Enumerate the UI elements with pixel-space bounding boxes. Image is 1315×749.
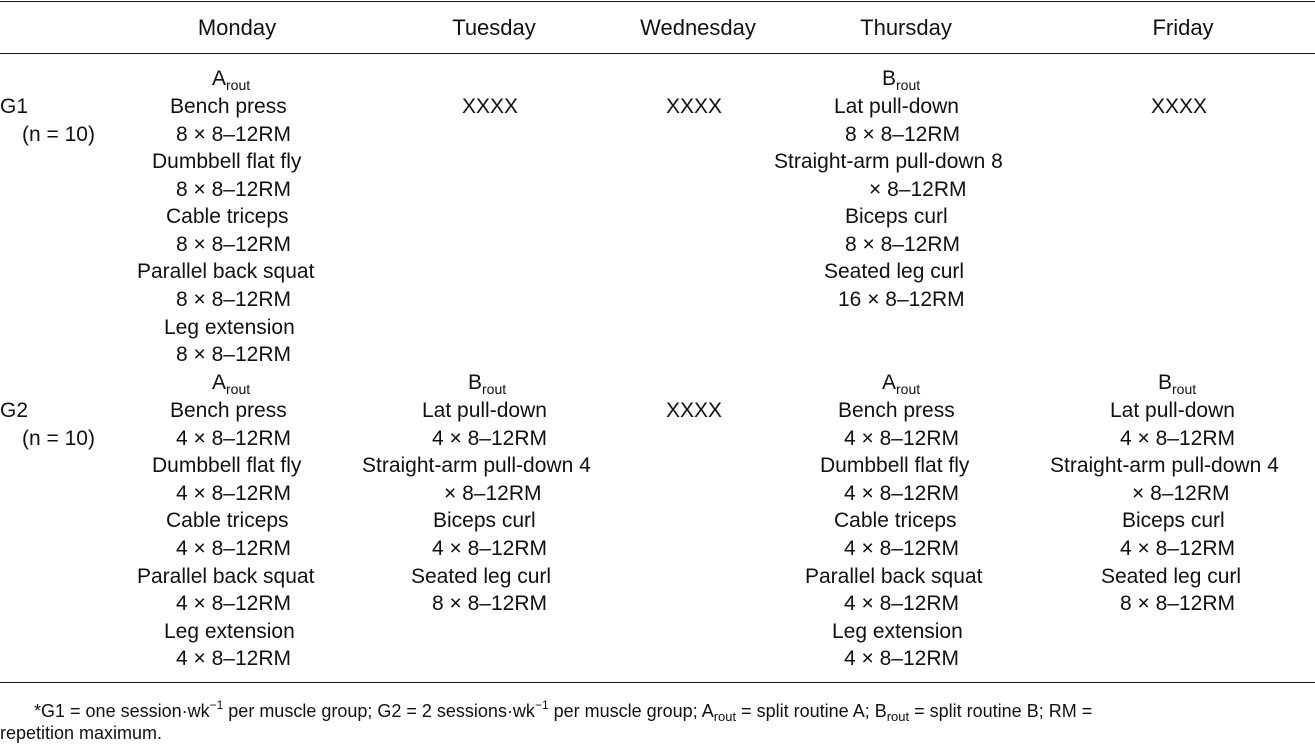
g1-thursday-ex2-sets: × 8–12RM: [869, 178, 967, 201]
g1-monday-ex5-sets: 8 × 8–12RM: [176, 343, 291, 366]
g1-tuesday-rest: XXXX: [462, 95, 519, 118]
g2-tuesday-ex1-sets: 4 × 8–12RM: [432, 427, 547, 450]
g2-wednesday-rest: XXXX: [666, 399, 723, 422]
g1-thursday-ex3: Biceps curl: [845, 205, 948, 228]
g1-thursday-ex1-sets: 8 × 8–12RM: [845, 123, 960, 146]
g2-friday-ex4-sets: 8 × 8–12RM: [1120, 592, 1235, 615]
g2-label: G2: [0, 399, 29, 422]
header-friday: Friday: [1152, 15, 1214, 40]
g2-thursday-ex4: Parallel back squat: [805, 565, 983, 588]
g1-thursday-routine: Brout: [882, 67, 921, 93]
g2-friday-ex3: Biceps curl: [1122, 509, 1225, 532]
g1-monday-routine: Arout: [212, 67, 251, 93]
header-wednesday: Wednesday: [640, 15, 756, 40]
g2-monday-ex1-sets: 4 × 8–12RM: [176, 427, 291, 450]
g1-label: G1: [0, 95, 29, 118]
g2-monday-ex4-sets: 4 × 8–12RM: [176, 592, 291, 615]
g2-thursday-ex2-sets: 4 × 8–12RM: [844, 482, 959, 505]
g1-wednesday-rest: XXXX: [666, 95, 723, 118]
g1-thursday-ex2: Straight-arm pull-down 8: [774, 150, 1003, 173]
g1-monday-ex3: Cable triceps: [166, 205, 289, 228]
g2-monday-ex3: Cable triceps: [166, 509, 289, 532]
g2-thursday-routine: Arout: [882, 371, 921, 397]
g1-monday-ex2: Dumbbell flat fly: [152, 150, 302, 173]
g2-monday-ex5-sets: 4 × 8–12RM: [176, 647, 291, 670]
footnote-line1: *G1 = one session·wk−1 per muscle group;…: [34, 698, 1093, 724]
g2-tuesday-ex3: Biceps curl: [433, 509, 536, 532]
g1-monday-ex5: Leg extension: [164, 316, 295, 339]
g1-thursday-ex4-sets: 16 × 8–12RM: [838, 288, 965, 311]
g1-monday-ex3-sets: 8 × 8–12RM: [176, 233, 291, 256]
header-thursday: Thursday: [860, 15, 952, 40]
g2-friday-ex2-sets: × 8–12RM: [1132, 482, 1230, 505]
footnote-line2: repetition maximum.: [0, 723, 163, 743]
g2-friday-ex2: Straight-arm pull-down 4: [1050, 454, 1279, 477]
g2-friday-ex3-sets: 4 × 8–12RM: [1120, 537, 1235, 560]
table-header-rule: [0, 53, 1315, 54]
g2-friday-ex4: Seated leg curl: [1101, 565, 1242, 588]
g2-tuesday-ex4-sets: 8 × 8–12RM: [432, 592, 547, 615]
g2-friday-routine: Brout: [1158, 371, 1197, 397]
g2-n: (n = 10): [22, 427, 95, 450]
g2-thursday-ex4-sets: 4 × 8–12RM: [844, 592, 959, 615]
g2-thursday-ex5-sets: 4 × 8–12RM: [844, 647, 959, 670]
g1-monday-ex2-sets: 8 × 8–12RM: [176, 178, 291, 201]
g2-thursday-ex1: Bench press: [838, 399, 955, 422]
g2-tuesday-ex3-sets: 4 × 8–12RM: [432, 537, 547, 560]
g2-thursday-ex1-sets: 4 × 8–12RM: [844, 427, 959, 450]
table-top-rule: [0, 1, 1315, 2]
g1-thursday-ex1: Lat pull-down: [834, 95, 959, 118]
g2-thursday-ex3-sets: 4 × 8–12RM: [844, 537, 959, 560]
g2-monday-ex3-sets: 4 × 8–12RM: [176, 537, 291, 560]
footnote-marker: *: [34, 701, 42, 721]
g2-monday-ex5: Leg extension: [164, 620, 295, 643]
g2-tuesday-ex4: Seated leg curl: [411, 565, 552, 588]
g1-monday-ex1: Bench press: [170, 95, 287, 118]
g1-monday-ex4: Parallel back squat: [137, 260, 315, 283]
g1-thursday-ex4: Seated leg curl: [824, 260, 965, 283]
g2-friday-ex1-sets: 4 × 8–12RM: [1120, 427, 1235, 450]
g2-tuesday-ex2: Straight-arm pull-down 4: [362, 454, 591, 477]
g1-n: (n = 10): [22, 123, 95, 146]
g2-thursday-ex5: Leg extension: [832, 620, 963, 643]
g2-friday-ex1: Lat pull-down: [1110, 399, 1235, 422]
g2-tuesday-ex2-sets: × 8–12RM: [444, 482, 542, 505]
g2-thursday-ex2: Dumbbell flat fly: [820, 454, 970, 477]
g1-thursday-ex3-sets: 8 × 8–12RM: [845, 233, 960, 256]
g1-friday-rest: XXXX: [1151, 95, 1208, 118]
g2-monday-ex4: Parallel back squat: [137, 565, 315, 588]
g2-thursday-ex3: Cable triceps: [834, 509, 957, 532]
g2-tuesday-routine: Brout: [468, 371, 507, 397]
g1-monday-ex1-sets: 8 × 8–12RM: [176, 123, 291, 146]
g2-monday-ex2: Dumbbell flat fly: [152, 454, 302, 477]
g2-monday-ex1: Bench press: [170, 399, 287, 422]
header-monday: Monday: [197, 15, 277, 40]
header-tuesday: Tuesday: [452, 15, 536, 40]
g2-monday-routine: Arout: [212, 371, 251, 397]
table-bottom-rule: [0, 682, 1315, 683]
g2-tuesday-ex1: Lat pull-down: [422, 399, 547, 422]
g1-monday-ex4-sets: 8 × 8–12RM: [176, 288, 291, 311]
g2-monday-ex2-sets: 4 × 8–12RM: [176, 482, 291, 505]
